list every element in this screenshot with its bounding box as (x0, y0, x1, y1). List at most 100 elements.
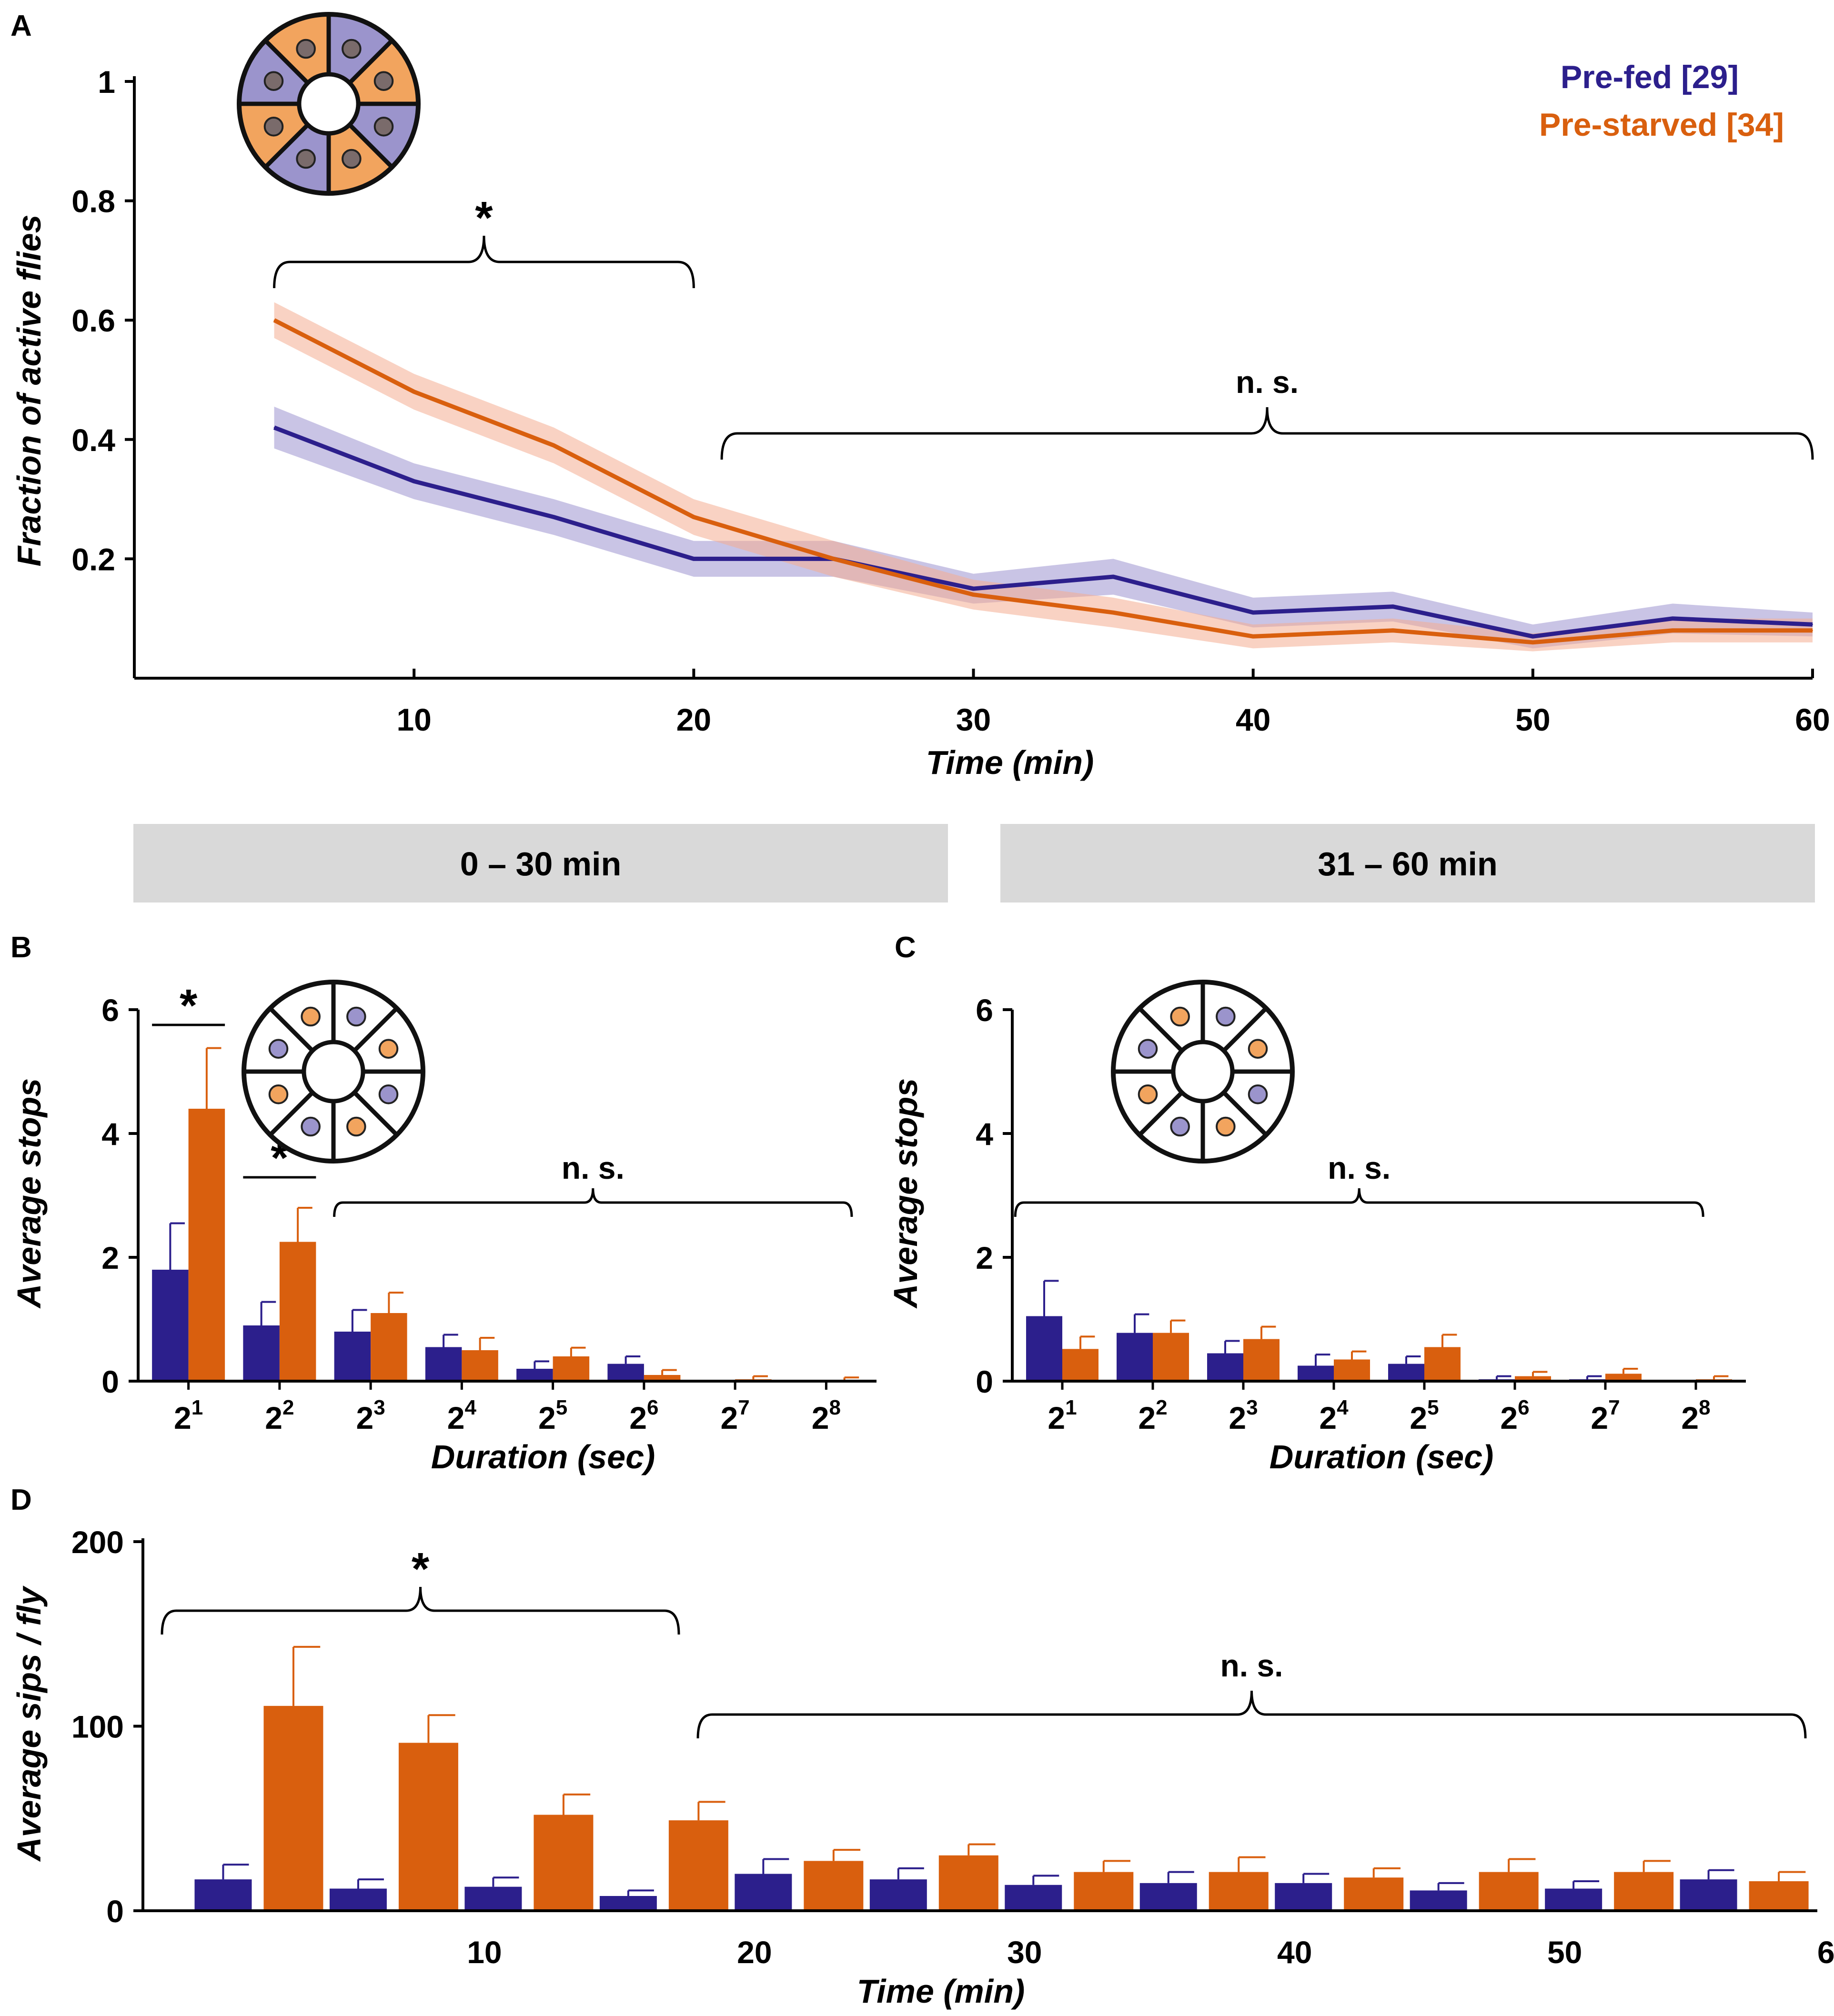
panel-a-brace-early (273, 235, 695, 289)
panel-label-a: A (10, 10, 32, 42)
panel-d-prefed-bar (1139, 1883, 1197, 1911)
band-31-60-label: 31 – 60 min (1318, 845, 1497, 883)
panel-c-prestarved-bar (1515, 1376, 1551, 1381)
panel-d-significance-star: * (412, 1544, 430, 1595)
panel-d-prestarved-bar (1749, 1881, 1809, 1911)
panel-d-y-label: Average sips / fly (10, 1585, 48, 1862)
panel-b-x-tick-label: 24 (447, 1396, 477, 1435)
panel-a-prestarved-point (973, 594, 974, 595)
band-31-60 (1000, 824, 1815, 903)
panel-b-y-tick-label: 6 (101, 993, 119, 1028)
panel-b-prestarved-bar (279, 1242, 316, 1381)
panel-b-brace-ns (333, 1188, 853, 1217)
panel-a-prefed-point (1532, 636, 1533, 637)
panel-d-prefed-bar (1275, 1883, 1332, 1911)
panel-label-d: D (10, 1484, 32, 1516)
panel-a-prestarved-point (1392, 630, 1394, 631)
panel-a: 0.2 0.4 0.6 0.8 1 10 20 30 40 50 60 Fraction of ac… (10, 12, 1830, 781)
panel-d-prestarved-bar (263, 1705, 323, 1911)
panel-a-x-tick-label: 40 (1236, 702, 1270, 737)
food-well-dot (346, 1006, 366, 1027)
panel-d-prestarved-bar (1344, 1877, 1404, 1911)
food-well-dot (378, 1084, 399, 1104)
food-well-dot (1216, 1006, 1236, 1027)
panel-c-y-tick-label: 6 (976, 993, 993, 1028)
panel-d-x-tick-label: 60 (1817, 1935, 1834, 1970)
panel-a-y-tick-label: 0.4 (71, 422, 115, 458)
food-well-dot (296, 39, 316, 59)
panel-d-prestarved-bar (398, 1743, 458, 1911)
panel-a-brace-late (720, 407, 1814, 460)
panel-d-prefed-bar (599, 1896, 657, 1911)
panel-c-x-tick-label: 28 (1681, 1396, 1710, 1435)
panel-a-prefed-point (1672, 618, 1673, 619)
panel-c-x-tick-label: 23 (1229, 1396, 1258, 1435)
panel-a-prestarved-point (1252, 636, 1254, 637)
panel-c-prefed-bar (1026, 1316, 1062, 1381)
panel-a-y-label: Fraction of active flies (10, 214, 48, 566)
food-well-dot (373, 71, 394, 91)
food-well-dot (1248, 1039, 1268, 1059)
panel-b-prestarved-bar (188, 1109, 225, 1381)
panel-d-prestarved-bar (1614, 1872, 1674, 1911)
panel-c-ns-label: n. s. (1328, 1150, 1391, 1185)
panel-d-prestarved-bar (938, 1855, 998, 1911)
panel-c-y-tick-label: 0 (976, 1364, 993, 1399)
panel-b-x-tick-label: 27 (721, 1396, 750, 1435)
food-well-dot (301, 1116, 321, 1137)
panel-a-prestarved-point (1812, 630, 1813, 631)
panel-b-y-tick-label: 4 (101, 1116, 119, 1152)
panel-b-prestarved-bar (553, 1356, 590, 1381)
panel-label-c: C (895, 931, 916, 964)
panel-d-prestarved-bar (534, 1815, 594, 1911)
legend-prestarved: Pre-starved [34] (1539, 107, 1784, 143)
panel-c-prefed-bar (1388, 1364, 1424, 1381)
panel-b-x-tick-label: 23 (356, 1396, 385, 1435)
panel-d-prestarved-bar (668, 1820, 728, 1911)
panel-d-brace-late (696, 1690, 1807, 1739)
panel-a-y-tick-label: 1 (98, 64, 115, 100)
food-well-dot (268, 1084, 289, 1104)
panel-b-x-tick-label: 26 (629, 1396, 658, 1435)
panel-a-prefed-point (1392, 606, 1394, 607)
panel-b-prefed-bar (425, 1347, 462, 1381)
food-well-dot (342, 39, 362, 59)
food-well-dot (1170, 1116, 1190, 1137)
panel-d-x-tick-label: 10 (467, 1935, 502, 1970)
panel-a-prefed-point (1113, 576, 1114, 577)
panel-a-x-tick-label: 30 (956, 702, 991, 737)
food-well-dot (1138, 1084, 1158, 1104)
panel-d-prefed-bar (1545, 1888, 1602, 1911)
panel-b-prestarved-bar (462, 1350, 498, 1381)
panel-a-prestarved-point (693, 516, 695, 518)
panel-a-prestarved-point (1532, 642, 1533, 643)
food-well-dot (301, 1006, 321, 1027)
arena-center (302, 1040, 365, 1103)
panel-b-prefed-bar (516, 1369, 553, 1381)
panel-d-prefed-bar (735, 1874, 792, 1911)
panel-a-prefed-point (1252, 612, 1254, 613)
panel-b-prefed-bar (243, 1325, 280, 1381)
panel-d-x-tick-label: 50 (1547, 1935, 1582, 1970)
panel-a-prestarved-line (273, 318, 1813, 645)
panel-c-y-tick-label: 2 (976, 1240, 993, 1275)
panel-c-x-tick-label: 26 (1500, 1396, 1529, 1435)
panel-a-ns-label: n. s. (1236, 364, 1299, 400)
food-well-dot (342, 149, 362, 169)
panel-b-y-tick-label: 0 (101, 1364, 119, 1399)
panel-b-y-tick-label: 2 (101, 1240, 119, 1275)
panel-d-prestarved-bar (1074, 1872, 1134, 1911)
panel-d-prefed-bar (869, 1879, 927, 1911)
panel-b-prefed-bar (152, 1270, 189, 1381)
panel-d-prefed-bar (1005, 1885, 1062, 1911)
band-0-30 (133, 824, 948, 903)
panel-b-prefed-bar (334, 1332, 371, 1381)
panel-d-x-tick-label: 40 (1277, 1935, 1312, 1970)
panel-d-prefed-bar (329, 1888, 387, 1911)
arena-icon-filled (237, 12, 421, 196)
panel-c-x-tick-label: 25 (1410, 1396, 1439, 1435)
panel-a-prestarved-point (273, 320, 275, 321)
